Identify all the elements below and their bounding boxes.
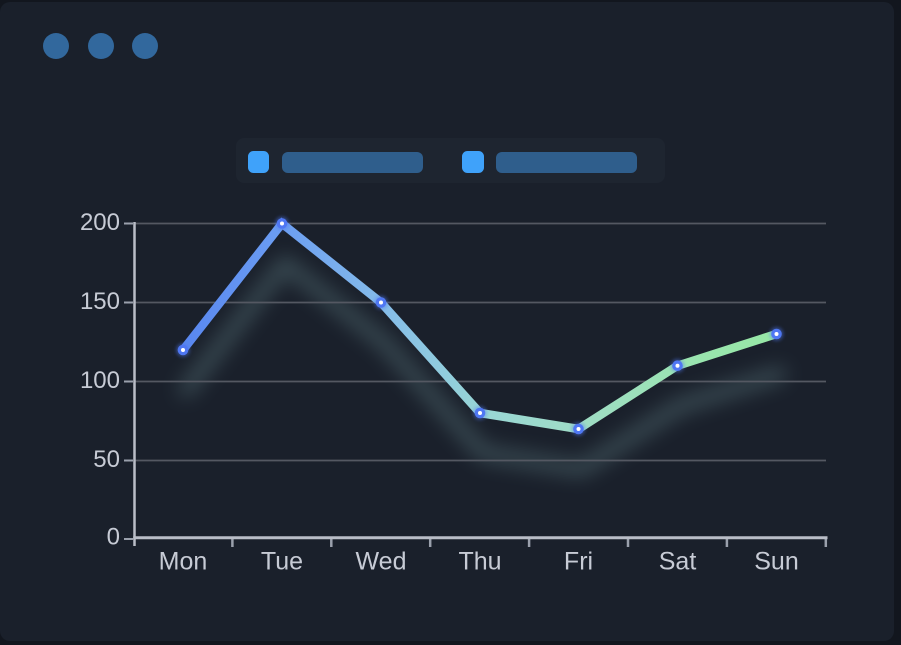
svg-text:200: 200 xyxy=(80,209,120,236)
svg-text:Mon: Mon xyxy=(159,548,208,576)
svg-text:100: 100 xyxy=(80,367,120,394)
svg-text:Sat: Sat xyxy=(659,548,697,576)
svg-text:Wed: Wed xyxy=(356,548,407,576)
svg-text:150: 150 xyxy=(80,288,120,315)
svg-text:Sun: Sun xyxy=(754,548,798,576)
svg-text:Tue: Tue xyxy=(261,548,303,576)
svg-text:0: 0 xyxy=(107,524,120,551)
svg-text:Fri: Fri xyxy=(564,548,593,576)
svg-text:Thu: Thu xyxy=(458,548,501,576)
svg-text:50: 50 xyxy=(93,446,120,473)
